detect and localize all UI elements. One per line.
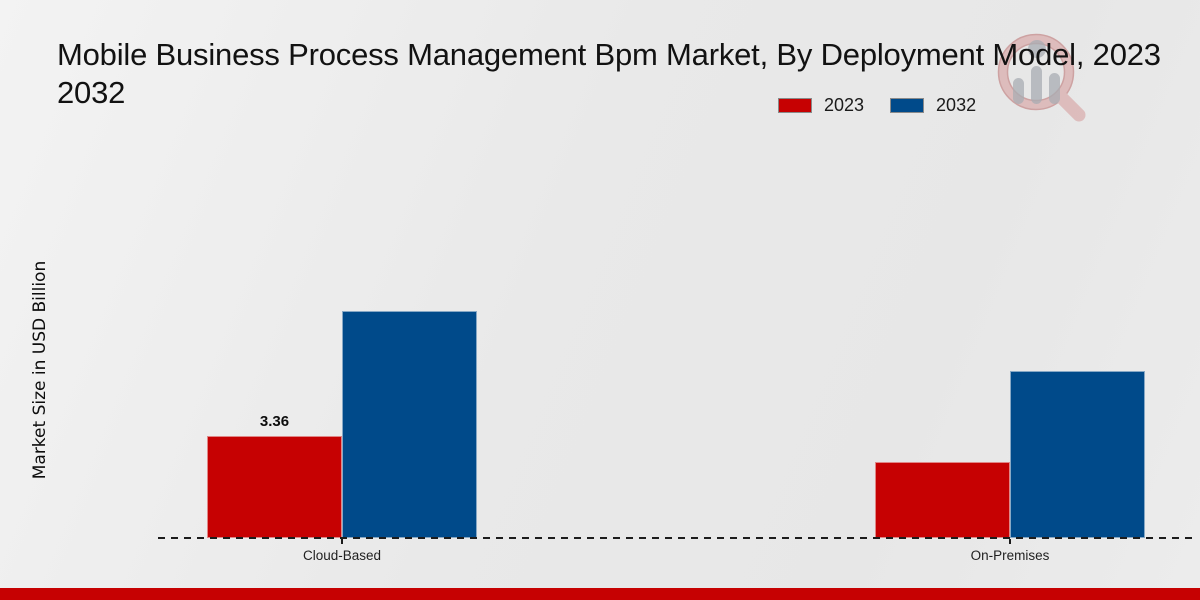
- x-tick-label-on-premises: On-Premises: [970, 548, 1050, 563]
- bar-2032-on-premises: [1010, 371, 1145, 538]
- bar-2023-on-premises: [875, 462, 1010, 538]
- x-axis-tick: [1009, 539, 1011, 544]
- chart-title: Mobile Business Process Management Bpm M…: [57, 36, 1200, 114]
- legend-item-2023: 2023: [778, 95, 864, 116]
- y-axis-label: Market Size in USD Billion: [30, 260, 50, 480]
- chart-title-line1: Mobile Business Process Management Bpm M…: [57, 37, 1161, 72]
- chart-title-line2: 2032: [57, 75, 126, 110]
- legend: 2023 2032: [778, 95, 976, 116]
- footer-accent-bar: [0, 588, 1200, 600]
- x-axis-baseline: [158, 537, 1198, 539]
- bar-2032-cloud-based: [342, 311, 477, 538]
- legend-label-2023: 2023: [824, 95, 865, 115]
- x-tick-label-cloud-based: Cloud-Based: [302, 548, 382, 563]
- legend-label-2032: 2032: [936, 95, 977, 115]
- legend-item-2032: 2032: [890, 95, 976, 116]
- bar-value-label: 3.36: [259, 413, 290, 430]
- legend-swatch-2023: [778, 98, 812, 113]
- legend-swatch-2032: [890, 98, 925, 113]
- bar-2023-cloud-based: [207, 436, 342, 538]
- x-axis-tick: [341, 539, 343, 544]
- magnifier-bar-chart-logo: [997, 33, 1086, 122]
